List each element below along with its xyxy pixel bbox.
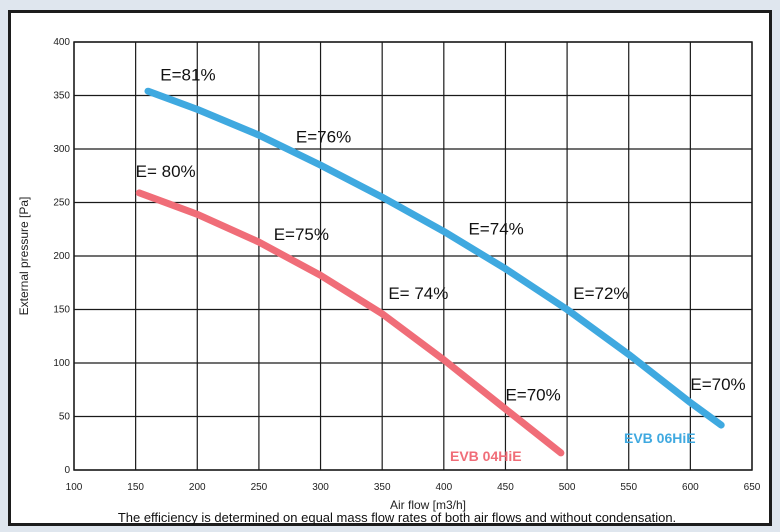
x-tick-label: 500	[559, 482, 576, 493]
y-axis-label: External pressure [Pa]	[17, 197, 31, 316]
series-line-evb-06hie	[144, 87, 725, 429]
series-line-evb-04hie	[135, 189, 565, 457]
x-tick-label: 350	[374, 482, 391, 493]
efficiency-annotation: E=81%	[160, 66, 215, 85]
x-tick-label: 250	[251, 482, 268, 493]
y-tick-label: 200	[53, 251, 70, 262]
x-tick-label: 100	[66, 482, 83, 493]
efficiency-annotation: E=76%	[296, 128, 351, 147]
efficiency-annotation: E= 80%	[136, 162, 196, 181]
efficiency-annotation: E=70%	[690, 375, 745, 394]
x-tick-label: 550	[620, 482, 637, 493]
efficiency-annotation: E= 74%	[388, 284, 448, 303]
efficiency-annotation: E=72%	[573, 284, 628, 303]
y-tick-label: 250	[53, 198, 70, 209]
footnote-text: The efficiency is determined on equal ma…	[118, 510, 676, 525]
x-tick-label: 150	[127, 482, 144, 493]
x-tick-label: 200	[189, 482, 206, 493]
y-tick-label: 150	[53, 305, 70, 316]
x-tick-label: 650	[744, 482, 761, 493]
series-label-evb-06hie: EVB 06HiE	[624, 430, 696, 446]
efficiency-annotation: E=74%	[468, 220, 523, 239]
x-tick-label: 450	[497, 482, 514, 493]
series-label-evb-04hie: EVB 04HiE	[450, 448, 522, 464]
x-axis-label: Air flow [m3/h]	[390, 498, 466, 512]
y-tick-label: 100	[53, 358, 70, 369]
x-tick-label: 300	[312, 482, 329, 493]
efficiency-annotation: E=70%	[505, 385, 560, 404]
y-tick-label: 50	[59, 412, 71, 423]
x-tick-label: 400	[435, 482, 452, 493]
y-tick-label: 0	[64, 465, 70, 476]
y-tick-label: 400	[53, 37, 70, 48]
efficiency-annotation: E=75%	[274, 225, 329, 244]
plot-area-border	[73, 41, 753, 471]
y-tick-label: 300	[53, 144, 70, 155]
y-tick-label: 350	[53, 91, 70, 102]
x-tick-label: 600	[682, 482, 699, 493]
